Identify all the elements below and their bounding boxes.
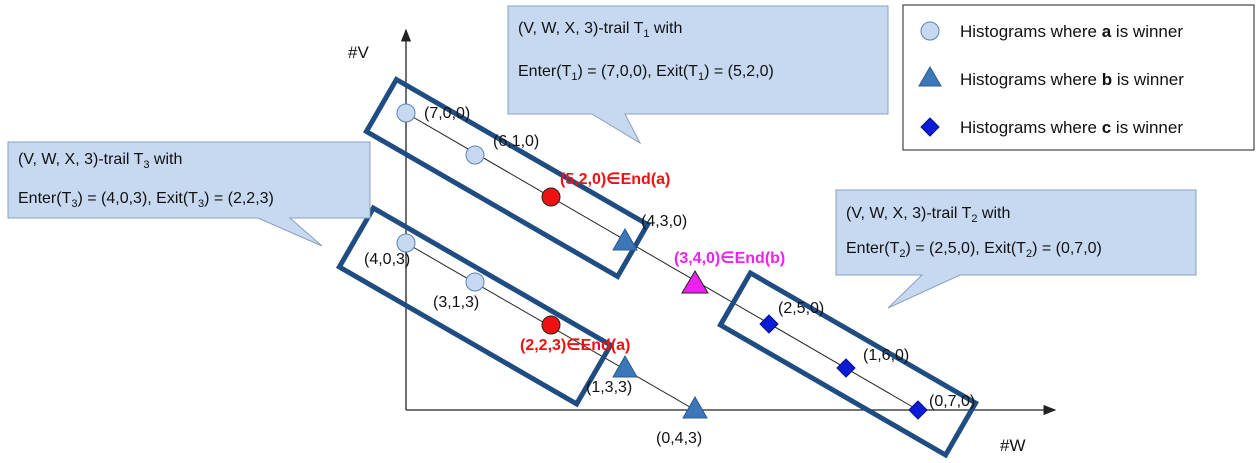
label-1-6-0: (1,6,0) xyxy=(863,347,909,364)
point-0-7-0 xyxy=(908,400,928,420)
label-1-3-3: (1,3,3) xyxy=(586,379,632,396)
label-3-1-3: (3,1,3) xyxy=(433,294,479,311)
trail-box-t2 xyxy=(717,269,979,459)
legend-diamond-icon xyxy=(920,117,940,137)
legend-b-text: Histograms where b is winner xyxy=(960,70,1184,89)
legend-circle-icon xyxy=(920,21,940,41)
point-2-2-3 xyxy=(541,315,561,335)
callout-t2-enter-exit: Enter(T2) = (2,5,0), Exit(T2) = (0,7,0) xyxy=(846,240,1102,260)
label-7-0-0: (7,0,0) xyxy=(424,105,470,122)
callout-t3-enter-exit: Enter(T3) = (4,0,3), Exit(T3) = (2,2,3) xyxy=(18,190,274,210)
callout-t3-title: (V, W, X, 3)-trail T3 with xyxy=(18,151,182,171)
point-1-3-3 xyxy=(612,354,638,378)
y-axis-label: #V xyxy=(348,43,369,62)
label-0-7-0: (0,7,0) xyxy=(929,393,975,410)
label-6-1-0: (6,1,0) xyxy=(493,133,539,150)
trail-box-t3 xyxy=(335,204,615,408)
label-0-4-3: (0,4,3) xyxy=(656,430,702,447)
callout-t2-title: (V, W, X, 3)-trail T2 with xyxy=(846,205,1010,225)
callout-t3: (V, W, X, 3)-trail T3 with Enter(T3) = (… xyxy=(7,141,371,247)
legend-a-text: Histograms where a is winner xyxy=(960,22,1183,41)
legend-c-text: Histograms where c is winner xyxy=(960,118,1183,137)
label-5-2-0-end-a: (5,2,0)∈End(a) xyxy=(560,171,670,188)
label-2-5-0: (2,5,0) xyxy=(778,300,824,317)
label-4-3-0: (4,3,0) xyxy=(641,213,687,230)
point-4-3-0 xyxy=(612,227,638,251)
callout-t1-title: (V, W, X, 3)-trail T1 with xyxy=(518,20,682,40)
legend-triangle-icon xyxy=(918,66,942,87)
point-4-0-3 xyxy=(396,233,416,253)
callout-t1-enter-exit: Enter(T1) = (7,0,0), Exit(T1) = (5,2,0) xyxy=(518,63,774,83)
callout-t2: (V, W, X, 3)-trail T2 with Enter(T2) = (… xyxy=(835,189,1197,309)
label-3-4-0-end-b: (3,4,0)∈End(b) xyxy=(674,250,785,267)
point-6-1-0 xyxy=(465,145,485,165)
point-0-4-3 xyxy=(682,395,708,419)
label-4-0-3: (4,0,3) xyxy=(364,251,410,268)
point-3-4-0 xyxy=(681,270,709,294)
point-5-2-0 xyxy=(541,187,561,207)
point-2-5-0 xyxy=(759,314,779,334)
x-axis-label: #W xyxy=(1000,436,1026,455)
point-3-1-3 xyxy=(465,272,485,292)
upper-diagonal-line xyxy=(405,112,919,411)
legend: Histograms where a is winner Histograms … xyxy=(902,4,1255,151)
callout-t1: (V, W, X, 3)-trail T1 with Enter(T1) = (… xyxy=(507,5,889,145)
point-7-0-0 xyxy=(396,103,416,123)
point-1-6-0 xyxy=(836,358,856,378)
label-2-2-3-end-a: (2,2,3)∈End(a) xyxy=(520,337,630,354)
